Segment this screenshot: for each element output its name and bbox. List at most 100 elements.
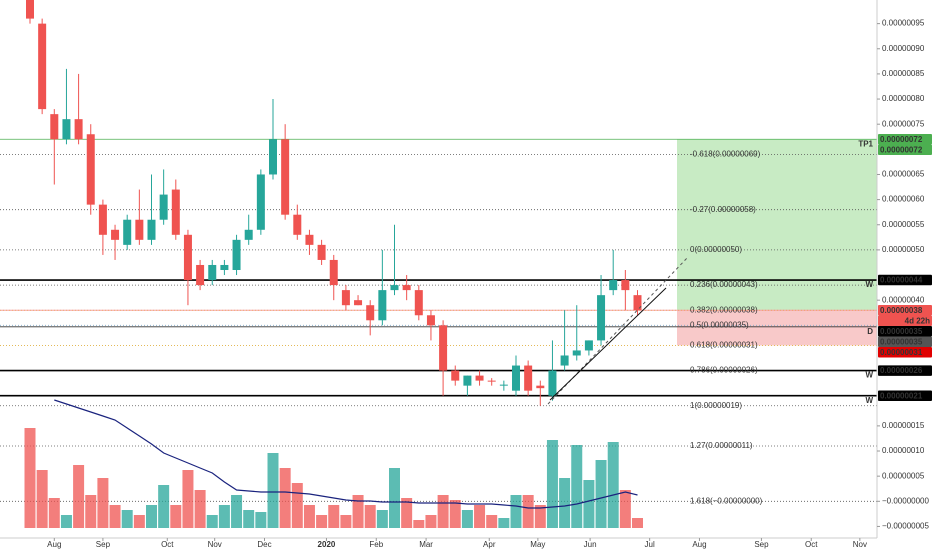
volume-bar — [36, 470, 48, 528]
volume-bar — [401, 498, 413, 528]
candle-body — [98, 204, 107, 235]
candle-body — [499, 384, 508, 386]
fib-label: 1(0.00000019) — [690, 401, 742, 410]
price-tag — [878, 274, 932, 286]
volume-bar — [328, 505, 340, 528]
price-tag — [878, 315, 932, 326]
volume-bar — [133, 515, 145, 528]
price-tag-label: 0.00000031 — [880, 348, 923, 357]
candle-body — [597, 295, 606, 341]
volume-bar — [24, 428, 36, 528]
level-label: W — [865, 396, 873, 405]
candle-body — [329, 259, 338, 286]
x-tick-label: May — [530, 540, 545, 549]
y-tick-label: 0.00000075 — [882, 119, 925, 128]
candle-body — [560, 355, 569, 366]
x-tick-label: Aug — [692, 540, 706, 549]
volume-bar — [291, 483, 303, 528]
volume-bar — [170, 505, 182, 528]
candle-body — [159, 194, 168, 220]
volume-bar — [340, 515, 352, 528]
x-tick-label: Apr — [483, 540, 496, 549]
y-tick-label: 0.00000055 — [882, 220, 925, 229]
candle-body — [341, 290, 350, 306]
y-tick-label: 0.00000095 — [882, 19, 925, 28]
candle-body — [475, 375, 484, 381]
price-tag-label: 0.00000035 — [880, 337, 923, 346]
candle-body — [584, 340, 593, 351]
price-tag — [878, 365, 932, 376]
level-label: D — [867, 327, 873, 336]
price-tag-label: 0.00000021 — [880, 391, 923, 400]
candle-body — [402, 285, 411, 291]
price-tag-label: 0.00000072 — [880, 145, 923, 154]
volume-bar — [389, 468, 400, 528]
y-tick-label: 0.00000010 — [882, 446, 925, 455]
y-tick-label: 0.00000005 — [882, 471, 925, 480]
y-tick-label: 0.00000040 — [882, 295, 925, 304]
y-tick-label: 0.00000015 — [882, 421, 925, 430]
volume-bar — [534, 505, 546, 528]
fib-label: 0.5(0.00000035) — [690, 320, 749, 329]
y-tick-label: 0.00000060 — [882, 195, 925, 204]
volume-bar — [522, 495, 534, 528]
volume-bar — [461, 510, 473, 528]
candle-body — [536, 385, 545, 389]
candle-body — [111, 229, 120, 240]
y-tick-label: 0.00000085 — [882, 69, 925, 78]
volume-bar — [48, 498, 60, 528]
volume-bar — [243, 510, 255, 528]
volume-bar — [510, 495, 522, 528]
volume-bar — [632, 518, 643, 528]
x-tick-label: Jun — [584, 540, 597, 549]
price-tag-label: 0.00000026 — [880, 366, 923, 375]
volume-bar — [60, 515, 72, 528]
y-tick-label: −0.00000005 — [882, 522, 929, 531]
candle-body — [232, 239, 241, 271]
candle-body — [609, 280, 618, 291]
axis-layer: 0.00000095 0.00000090 0.00000085 0.00000080… — [47, 19, 932, 549]
x-tick-label: Dec — [257, 540, 271, 549]
candle-body — [621, 280, 630, 291]
volume-bar — [279, 468, 291, 528]
candle-body — [378, 290, 387, 321]
price-tag-label: 0.00000072 — [880, 135, 923, 144]
candle-body — [426, 315, 435, 326]
candle-body — [269, 139, 277, 175]
candle-body — [123, 219, 132, 245]
candle-body — [572, 350, 581, 356]
position-target-zone — [677, 139, 877, 311]
price-tag — [878, 144, 932, 156]
level-label: W — [865, 371, 873, 380]
x-tick-label: 2020 — [318, 540, 336, 549]
volume-bar — [267, 453, 279, 528]
price-tag-label: 0.00000035 — [880, 327, 923, 336]
volume-bar — [498, 518, 510, 528]
candle-body — [135, 219, 144, 240]
price-tag — [878, 346, 932, 358]
level-label: W — [865, 280, 873, 289]
x-tick-label: Feb — [369, 540, 383, 549]
candle-body — [196, 264, 205, 286]
trend-line-dashed — [547, 256, 689, 405]
candle-body — [62, 119, 71, 140]
candle-body — [633, 295, 642, 311]
candle-body — [208, 264, 217, 281]
volume-bar — [218, 505, 230, 528]
candle-body — [38, 23, 47, 110]
price-tag — [878, 325, 932, 337]
candle-body — [74, 119, 83, 140]
candle-body — [305, 234, 314, 245]
price-tag-label: 4d 22h — [905, 316, 930, 325]
candle-body — [317, 244, 326, 260]
fib-label: 0.236(0.00000043) — [690, 280, 758, 289]
volume-bar — [376, 510, 388, 528]
y-tick-label: −0.00000000 — [882, 496, 929, 505]
y-tick-label: 0.00000080 — [882, 94, 925, 103]
x-tick-label: Oct — [161, 540, 174, 549]
candle-body — [451, 370, 460, 381]
price-tag — [878, 304, 932, 316]
volume-bar — [559, 478, 571, 528]
volume-bar — [109, 505, 121, 528]
